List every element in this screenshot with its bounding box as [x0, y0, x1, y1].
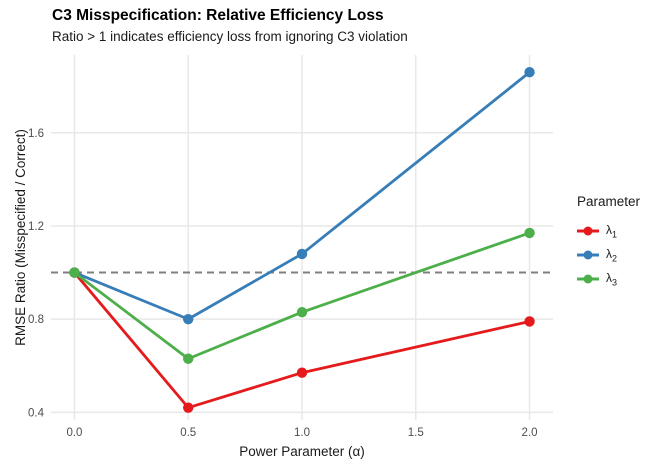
data-point-lambda_1: [296, 367, 308, 378]
legend-label: λ2: [606, 246, 618, 264]
legend-title: Parameter: [577, 194, 641, 209]
data-point-lambda_1: [183, 402, 194, 413]
chart-title: C3 Misspecification: Relative Efficiency…: [52, 7, 384, 24]
y-tick-label: 1.2: [28, 221, 44, 233]
x-axis-title: Power Parameter (α): [239, 444, 365, 459]
y-tick-label: 0.8: [28, 314, 44, 326]
chart-subtitle: Ratio > 1 indicates efficiency loss from…: [52, 29, 408, 44]
y-tick-label: 1.6: [28, 128, 44, 140]
data-point-lambda_3: [296, 306, 308, 318]
data-point-lambda_3: [69, 267, 80, 278]
legend-label: λ1: [606, 222, 618, 240]
series-line-lambda_1: [73, 271, 530, 410]
legend-key-point-line-icon: [577, 250, 599, 260]
data-point-lambda_1: [524, 316, 535, 327]
legend-item-lambda1: λ1: [577, 219, 640, 243]
y-tick-label: 0.4: [28, 407, 45, 419]
legend-item-lambda3: λ3: [577, 267, 640, 291]
series-line-lambda_2: [73, 71, 531, 321]
legend-key-point-line-icon: [577, 226, 599, 236]
legend: Parameter λ1 λ2 λ3: [577, 194, 640, 291]
series-line-lambda_3: [73, 231, 531, 361]
data-point-lambda_2: [183, 313, 194, 325]
legend-label: λ3: [606, 270, 618, 288]
data-point-lambda_3: [524, 227, 535, 239]
x-tick-label: 2.0: [522, 427, 538, 439]
legend-key-point-line-icon: [577, 274, 599, 284]
data-point-lambda_2: [524, 67, 535, 78]
x-tick-label: 1.0: [294, 427, 310, 439]
legend-item-lambda2: λ2: [577, 243, 640, 267]
x-tick-label: 0.5: [180, 427, 196, 439]
data-point-lambda_2: [296, 248, 308, 260]
x-tick-label: 1.5: [408, 427, 424, 439]
data-point-lambda_3: [183, 353, 194, 364]
x-tick-label: 0.0: [66, 427, 82, 439]
y-axis-title: RMSE Ratio (Misspecified / Correct): [13, 129, 28, 346]
